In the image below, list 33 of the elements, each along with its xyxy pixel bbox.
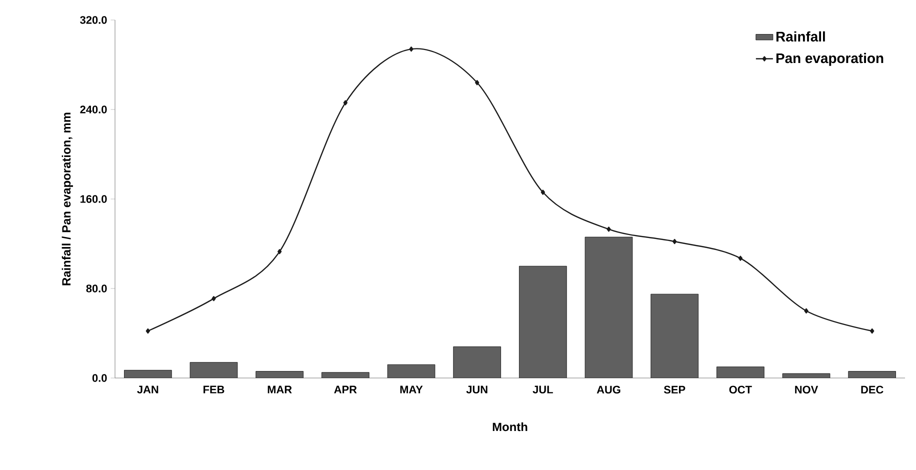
point <box>606 226 611 232</box>
y-tick-label: 320.0 <box>80 16 107 24</box>
point <box>409 46 414 52</box>
point <box>146 328 150 334</box>
x-tick-label: SEP <box>664 386 686 394</box>
y-tick-label: 160.0 <box>80 195 107 203</box>
point <box>343 100 348 106</box>
x-tick-label: JUN <box>466 386 488 394</box>
y-axis-title: Rainfall / Pan evaporation, mm <box>62 112 73 286</box>
x-tick-label: JAN <box>137 386 158 394</box>
point <box>277 248 282 254</box>
x-tick-label: APR <box>334 386 357 394</box>
y-tick-label: 80.0 <box>86 284 107 292</box>
x-tick-label: JUL <box>532 386 553 394</box>
x-tick-label: MAR <box>268 386 292 394</box>
y-tick-label: 240.0 <box>80 106 107 114</box>
x-tick-label: OCT <box>729 386 752 394</box>
point <box>540 190 546 195</box>
x-tick-label: NOV <box>795 386 818 394</box>
point <box>672 238 677 244</box>
point <box>212 296 216 302</box>
x-tick-label: FEB <box>204 386 224 394</box>
point <box>474 80 480 86</box>
x-axis-title: Month <box>492 422 528 432</box>
x-tick-label: AUG <box>596 386 620 394</box>
y-tick-label: 0.0 <box>92 374 107 382</box>
point <box>870 328 874 334</box>
legend-label: Pan evaporation <box>776 52 884 66</box>
x-tick-label: DEC <box>861 386 884 394</box>
legend-label: Rainfall <box>776 31 825 42</box>
point <box>804 308 808 314</box>
point <box>738 256 743 261</box>
x-tick-label: MAY <box>400 386 423 394</box>
